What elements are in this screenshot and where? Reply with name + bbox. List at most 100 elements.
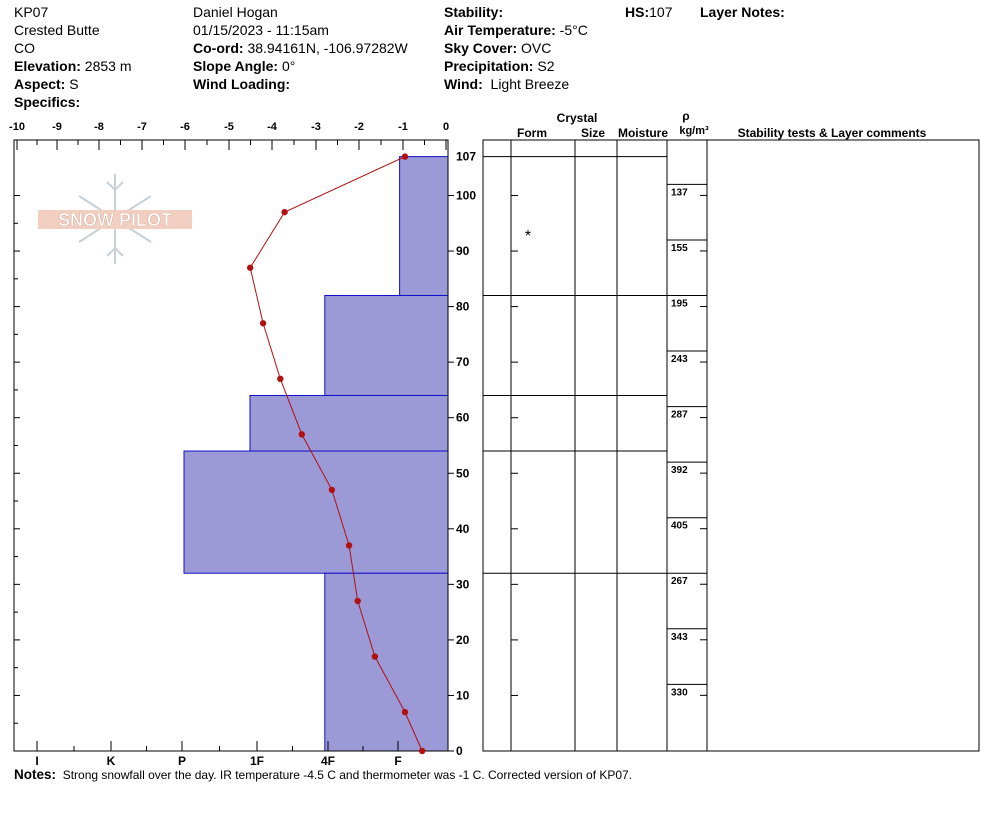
temperature-tick-label: -5 <box>224 121 234 133</box>
header-moisture: Moisture <box>618 126 668 140</box>
header-left: KP07 Crested Butte CO Elevation: 2853 m … <box>14 3 132 111</box>
density-value: 392 <box>671 465 688 476</box>
coord-row: Co-ord: 38.94161N, -106.97282W <box>193 39 408 57</box>
density-value: 195 <box>671 298 688 309</box>
sky-label: Sky Cover: <box>444 40 518 56</box>
elevation-label: Elevation: <box>14 58 81 74</box>
height-tick-label: 90 <box>456 244 470 258</box>
temperature-axis: -10 -9 -8 -7 -6 -5 -4 -3 -2 -1 0 <box>9 121 449 150</box>
height-tick-label: 0 <box>456 744 463 758</box>
hardness-tick-label: K <box>107 754 116 768</box>
header-form: Form <box>517 126 547 140</box>
elevation-row: Elevation: 2853 m <box>14 57 132 75</box>
header-density-unit: kg/m³ <box>679 125 709 137</box>
precip-row: Precipitation: S2 <box>444 57 588 75</box>
slope-row: Slope Angle: 0° <box>193 57 408 75</box>
hardness-layer-bar <box>249 394 449 452</box>
temperature-tick-label: -6 <box>180 121 190 133</box>
temperature-tick-label: -1 <box>398 121 408 133</box>
density-value: 243 <box>671 354 688 365</box>
height-axis: 0 10 20 30 40 50 60 70 80 90 100 107 <box>14 150 518 758</box>
aspect-value: S <box>69 76 79 92</box>
observer: Daniel Hogan <box>193 4 278 20</box>
table-layer-rows <box>483 156 667 574</box>
temperature-point <box>401 153 409 160</box>
coord-value: 38.94161N, -106.97282W <box>247 40 408 56</box>
layer-notes-label: Layer Notes: <box>700 4 785 20</box>
temperature-tick-label: -4 <box>267 121 278 133</box>
wind-label: Wind: <box>444 76 483 92</box>
height-tick-label: 70 <box>456 355 470 369</box>
temperature-point <box>247 264 254 271</box>
wind-value: Light Breeze <box>490 76 570 92</box>
density-value: 330 <box>671 687 688 698</box>
header-rho: ρ <box>682 109 689 123</box>
hardness-tick-label: P <box>178 754 186 768</box>
temperature-tick-label: -3 <box>311 121 321 133</box>
sky-value: OVC <box>521 40 552 56</box>
header-comments: Stability tests & Layer comments <box>738 126 927 140</box>
layer-notes-row: Layer Notes: <box>700 3 785 21</box>
hardness-layer-bar <box>324 572 449 752</box>
table-frame <box>482 139 980 752</box>
temperature-point <box>328 486 336 494</box>
slope-value: 0° <box>281 58 296 74</box>
notes-label: Notes: <box>14 767 57 782</box>
specifics-row: Specifics: <box>14 93 132 111</box>
density-value: 267 <box>671 576 688 587</box>
height-tick-label: 50 <box>456 466 470 480</box>
aspect-label: Aspect: <box>14 76 66 92</box>
height-tick-label: 30 <box>456 577 470 591</box>
height-top-label: 107 <box>456 150 476 164</box>
datetime: 01/15/2023 - 11:15am <box>193 22 329 38</box>
stability-row: Stability: <box>444 3 588 21</box>
density-value: 343 <box>671 632 688 643</box>
crystal-symbol: * <box>525 228 531 245</box>
temperature-tick-label: -8 <box>94 121 104 133</box>
hardness-tick-label: 4F <box>321 754 335 768</box>
aspect-row: Aspect: S <box>14 75 132 93</box>
density-value: 137 <box>671 187 688 198</box>
location: Crested Butte <box>14 22 100 38</box>
elevation-value: 2853 m <box>84 58 132 74</box>
temperature-tick-label: -2 <box>354 121 364 133</box>
precip-value: S2 <box>537 58 555 74</box>
temperature-point <box>345 542 353 549</box>
height-tick-label: 100 <box>456 189 476 203</box>
height-tick-label: 10 <box>456 688 470 702</box>
header-crystal: Crystal <box>557 111 598 125</box>
wind-loading-label: Wind Loading: <box>193 76 291 92</box>
specifics-label: Specifics: <box>14 94 81 110</box>
air-temp-row: Air Temperature: -5°C <box>444 21 588 39</box>
layer-table: Crystal Form Size Moisture ρ kg/m³ Stabi… <box>482 109 980 752</box>
wind-loading-row: Wind Loading: <box>193 75 408 93</box>
header-right: Stability: Air Temperature: -5°C Sky Cov… <box>444 3 588 93</box>
height-tick-label: 40 <box>456 522 470 536</box>
temperature-point <box>298 431 305 438</box>
hardness-tick-label: I <box>35 754 38 768</box>
snowpilot-logo: SNOW PILOT <box>38 174 192 264</box>
temperature-tick-label: -7 <box>137 121 147 133</box>
temperature-tick-label: -9 <box>52 121 62 133</box>
hs-label: HS: <box>625 4 650 20</box>
hardness-layer-bar <box>324 294 449 396</box>
hardness-layers <box>183 156 449 752</box>
header-middle: Daniel Hogan 01/15/2023 - 11:15am Co-ord… <box>193 3 408 93</box>
density-value: 155 <box>671 243 688 254</box>
station-id: KP07 <box>14 4 49 20</box>
temperature-tick-label: -10 <box>9 121 25 133</box>
height-tick-label: 60 <box>456 411 470 425</box>
notes-row: Notes: Strong snowfall over the day. IR … <box>14 767 632 782</box>
temperature-profile <box>247 153 426 755</box>
hs-row: HS:107 <box>625 3 672 21</box>
precip-label: Precipitation: <box>444 58 534 74</box>
wind-row: Wind: Light Breeze <box>444 75 588 93</box>
hardness-tick-label: 1F <box>250 754 264 768</box>
temperature-point <box>371 653 379 660</box>
temperature-point <box>259 320 267 327</box>
sky-row: Sky Cover: OVC <box>444 39 588 57</box>
logo-banner <box>38 210 192 229</box>
temperature-point <box>281 208 288 216</box>
temperature-point <box>277 375 284 383</box>
